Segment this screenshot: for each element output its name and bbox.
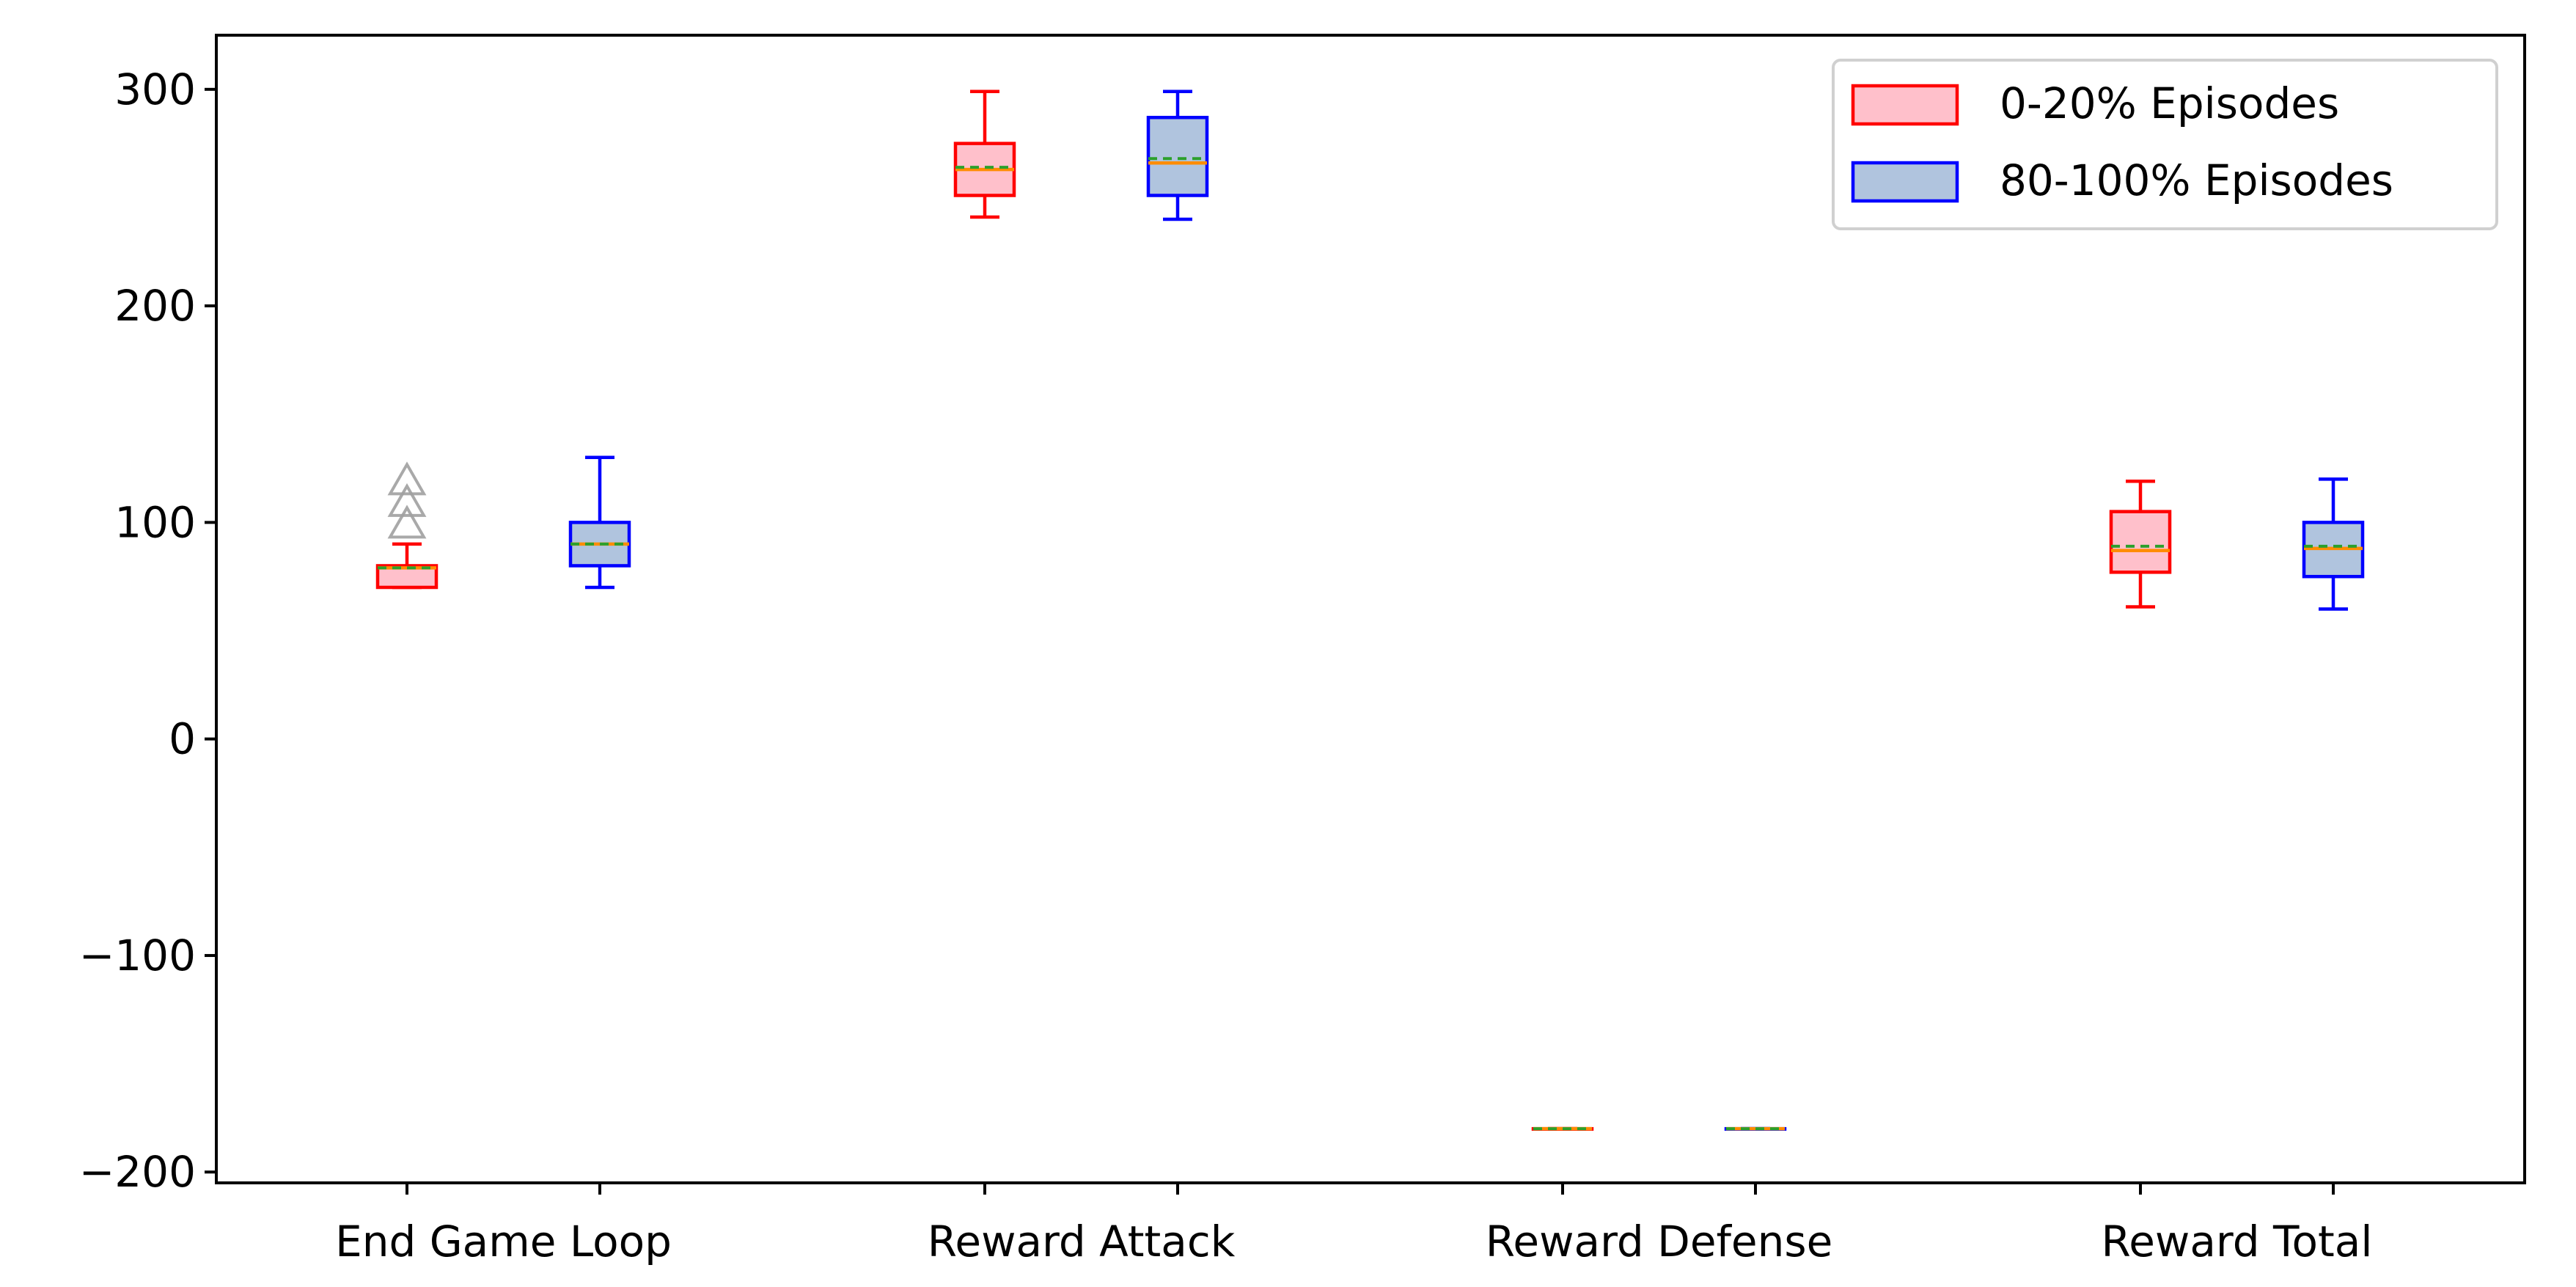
x-tick-label: Reward Defense xyxy=(1486,1217,1833,1266)
box-0-0 xyxy=(375,461,438,590)
box-iqr xyxy=(2109,510,2172,574)
y-tick-label: 200 xyxy=(114,281,196,331)
box-1-1 xyxy=(1146,89,1209,221)
y-tick-label: 300 xyxy=(114,65,196,114)
flier-2 xyxy=(387,461,427,496)
box-1-0 xyxy=(568,455,631,590)
y-tick-label: 100 xyxy=(114,497,196,547)
legend-swatch-0 xyxy=(1851,84,1959,126)
legend: 0-20% Episodes 80-100% Episodes xyxy=(1832,59,2498,230)
x-tick-label: End Game Loop xyxy=(335,1217,672,1266)
x-tick-label: Reward Total xyxy=(2102,1217,2373,1266)
flier-1 xyxy=(387,483,427,517)
y-tick-label: −200 xyxy=(79,1147,196,1197)
flier-0 xyxy=(387,505,427,539)
axes: −200 −100 0 100 200 300 End Game Loop Reward At… xyxy=(79,34,2526,1266)
box-1-3 xyxy=(2302,477,2365,611)
axes-frame xyxy=(215,34,2526,1184)
y-tick-label: −100 xyxy=(79,931,196,980)
box-0-1 xyxy=(953,89,1016,219)
y-tick-label: 0 xyxy=(169,714,196,764)
plot-area xyxy=(375,89,2365,1131)
box-0-3 xyxy=(2109,480,2172,609)
legend-frame xyxy=(1832,59,2498,230)
x-tick-label: Reward Attack xyxy=(928,1217,1236,1266)
legend-label-0: 0-20% Episodes xyxy=(2000,78,2339,128)
legend-label-1: 80-100% Episodes xyxy=(2000,155,2393,205)
box-iqr xyxy=(1146,115,1209,197)
legend-swatch-1 xyxy=(1851,161,1959,203)
